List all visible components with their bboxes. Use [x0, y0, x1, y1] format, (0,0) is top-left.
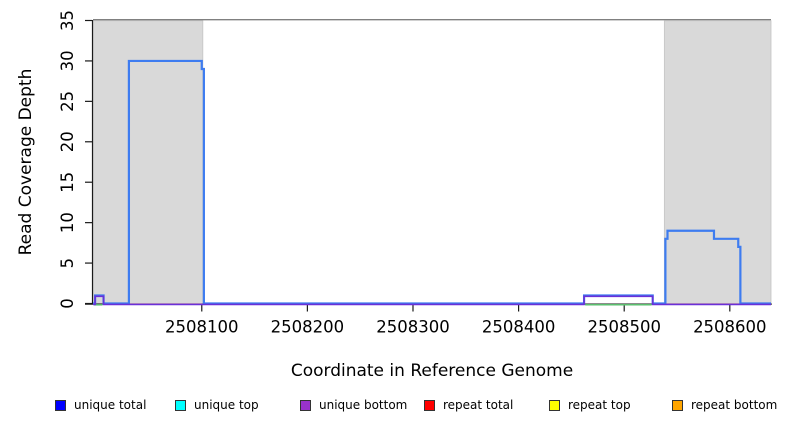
repeat-region-left [92, 20, 204, 304]
x-tick-label: 2508400 [482, 318, 556, 337]
legend-item-unique-total: unique total [55, 398, 146, 412]
y-tick-label: 0 [58, 298, 77, 309]
plot-svg: 2508100 2508200 2508300 2508400 2508500 25086… [16, 10, 772, 381]
legend-swatch-icon [549, 399, 560, 411]
legend-label: repeat total [443, 398, 514, 412]
plot-area: 2508100 2508200 2508300 2508400 2508500 25086… [58, 10, 772, 337]
legend-item-repeat-bottom: repeat bottom [672, 398, 777, 412]
x-tick-label: 2508200 [271, 318, 345, 337]
legend-item-repeat-total: repeat total [424, 398, 513, 412]
legend-item-unique-top: unique top [175, 398, 259, 412]
coverage-line-unique-total [93, 59, 771, 305]
y-tick-label: 35 [58, 10, 77, 31]
coverage-line-unique-bottom [93, 295, 771, 306]
legend-label: unique bottom [319, 398, 408, 412]
legend-swatch-icon [424, 399, 435, 411]
x-tick-label: 2508600 [693, 318, 767, 337]
legend-label: repeat top [568, 398, 631, 412]
y-axis-title: Read Coverage Depth [16, 69, 36, 256]
legend-label: unique top [194, 398, 259, 412]
repeat-region-right [663, 20, 772, 304]
legend-item-unique-bottom: unique bottom [300, 398, 407, 412]
y-tick-label: 5 [58, 258, 77, 269]
y-tick-label: 20 [58, 131, 77, 152]
legend: unique total unique top unique bottom repea… [0, 396, 792, 426]
x-tick-label: 2508100 [165, 318, 239, 337]
y-tick-label: 15 [58, 172, 77, 193]
x-tick-label: 2508300 [376, 318, 450, 337]
y-tick-label: 30 [58, 50, 77, 71]
legend-label: repeat bottom [691, 398, 778, 412]
legend-swatch-icon [55, 399, 66, 411]
legend-item-repeat-top: repeat top [549, 398, 631, 412]
legend-swatch-icon [300, 399, 311, 411]
x-tick-label: 2508500 [587, 318, 661, 337]
y-tick-label: 25 [58, 91, 77, 112]
x-axis-title: Coordinate in Reference Genome [291, 361, 573, 381]
legend-label: unique total [74, 398, 147, 412]
legend-swatch-icon [175, 399, 186, 411]
y-tick-label: 10 [58, 212, 77, 233]
legend-swatch-icon [672, 399, 683, 411]
